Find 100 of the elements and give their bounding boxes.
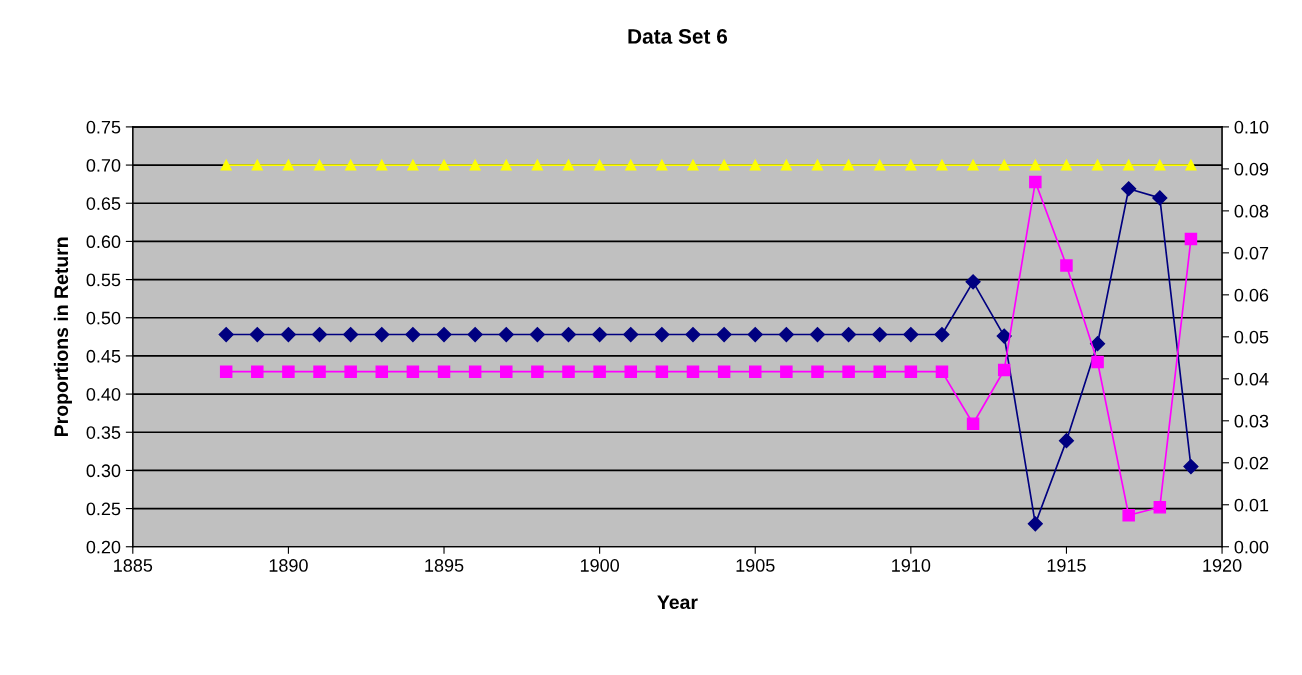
point <box>249 326 265 343</box>
point <box>749 159 761 171</box>
point <box>686 365 700 378</box>
x-tick-label: 1910 <box>892 559 931 572</box>
point <box>1152 190 1168 206</box>
x-tick-label: 1915 <box>1047 559 1086 572</box>
point <box>656 159 668 171</box>
point <box>1184 232 1198 246</box>
point <box>1090 336 1106 352</box>
point <box>996 328 1012 344</box>
point <box>780 365 793 378</box>
point <box>1153 501 1167 514</box>
y2-tick-label: 0.00 <box>1234 540 1269 554</box>
point <box>405 326 421 343</box>
point <box>905 159 917 171</box>
point <box>343 326 359 343</box>
point <box>562 159 575 171</box>
point <box>1060 259 1073 272</box>
y2-tick-label: 0.03 <box>1234 414 1269 428</box>
point <box>1091 355 1104 369</box>
point <box>811 365 824 378</box>
point <box>624 365 637 378</box>
y-tick-label: 0.50 <box>86 311 121 325</box>
point <box>219 365 233 378</box>
point <box>934 326 950 343</box>
point <box>903 326 919 343</box>
x-tick-label: 1920 <box>1203 559 1242 572</box>
point <box>998 159 1010 171</box>
point <box>936 159 948 171</box>
point <box>313 365 326 378</box>
y2-tick-label: 0.08 <box>1234 204 1269 218</box>
y-tick-label: 0.65 <box>86 197 121 210</box>
point <box>468 365 482 378</box>
point <box>997 363 1011 377</box>
point <box>966 417 980 430</box>
point <box>251 159 263 171</box>
y2-tick-label: 0.01 <box>1234 498 1269 512</box>
point <box>594 159 606 171</box>
point <box>872 326 888 343</box>
point <box>716 326 732 343</box>
y2-tick-label: 0.06 <box>1234 288 1269 302</box>
point <box>1183 459 1199 475</box>
point <box>593 365 606 378</box>
point <box>560 326 577 343</box>
point <box>562 365 575 378</box>
point <box>1029 175 1042 189</box>
point <box>809 326 826 343</box>
point <box>625 159 637 171</box>
point <box>529 326 545 343</box>
point <box>592 326 608 343</box>
point <box>406 365 420 378</box>
point <box>311 326 328 343</box>
point <box>220 159 232 171</box>
point <box>967 159 979 171</box>
point <box>436 326 452 343</box>
y-tick-label: 0.75 <box>86 120 121 134</box>
y2-tick-label: 0.07 <box>1234 246 1269 260</box>
point <box>965 274 981 290</box>
y2-tick-label: 0.02 <box>1234 456 1269 470</box>
point <box>874 159 886 171</box>
point <box>904 365 918 378</box>
y-tick-label: 0.20 <box>86 540 121 554</box>
point <box>500 365 513 378</box>
y-tick-label: 0.60 <box>86 235 121 249</box>
x-tick-label: 1905 <box>736 559 775 572</box>
point <box>748 365 762 378</box>
point <box>778 326 794 343</box>
x-tick-label: 1885 <box>114 559 153 572</box>
point <box>811 159 824 171</box>
y-tick-label: 0.70 <box>86 159 121 172</box>
y2-tick-label: 0.10 <box>1234 120 1269 134</box>
x-tick-label: 1900 <box>580 559 620 572</box>
point <box>1060 159 1073 171</box>
x-tick-label: 1895 <box>425 559 464 572</box>
point <box>469 159 481 171</box>
point <box>685 326 701 343</box>
point <box>531 365 544 378</box>
y-tick-label: 0.45 <box>86 349 121 363</box>
point <box>843 159 855 171</box>
x-tick-label: 1890 <box>269 559 308 572</box>
point <box>654 326 670 343</box>
point <box>1122 509 1135 522</box>
point <box>1092 159 1104 171</box>
point <box>467 326 483 343</box>
x-axis-title: Year <box>657 595 698 610</box>
point <box>282 365 295 378</box>
point <box>500 159 512 171</box>
point <box>717 365 731 378</box>
point <box>531 159 543 171</box>
point <box>313 159 326 171</box>
point <box>623 326 639 343</box>
point <box>376 159 388 171</box>
point <box>1058 433 1075 449</box>
point <box>407 159 419 171</box>
point <box>282 159 294 171</box>
point <box>841 326 857 343</box>
y-tick-label: 0.40 <box>86 388 121 401</box>
point <box>1185 159 1197 171</box>
y-tick-label: 0.25 <box>86 502 121 516</box>
point <box>780 159 792 171</box>
